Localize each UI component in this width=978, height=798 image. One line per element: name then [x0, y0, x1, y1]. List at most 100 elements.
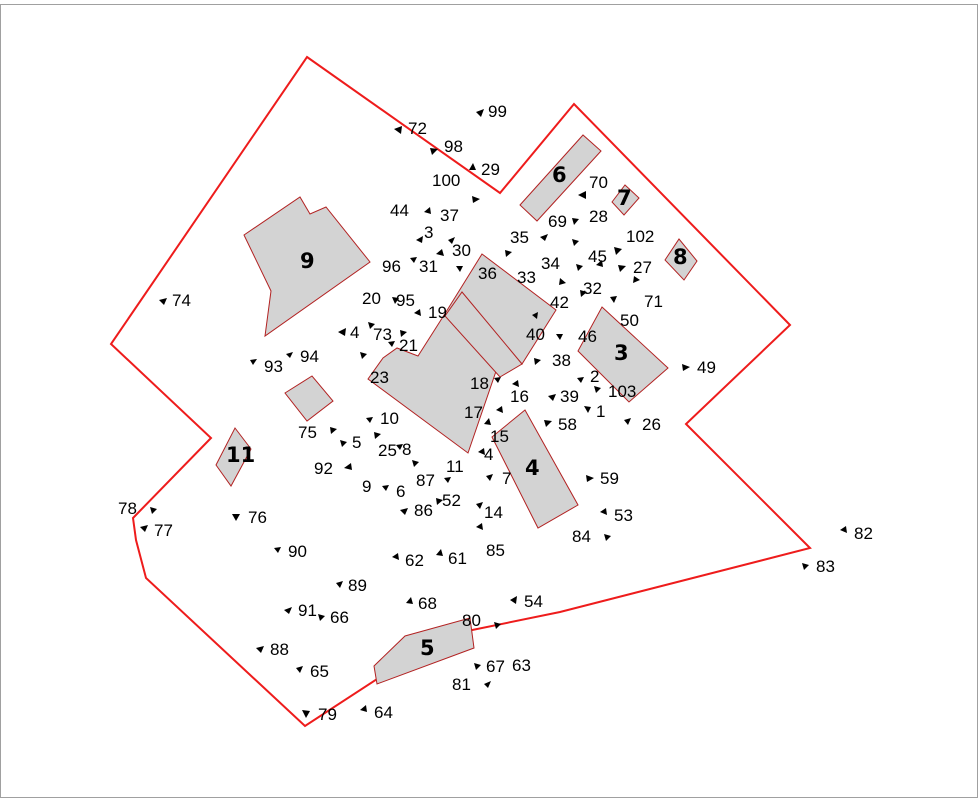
point-label: 66	[330, 608, 349, 627]
point-label: 84	[572, 527, 591, 546]
point-labels: 99 72 98 29 100 44 37 3 30 35 69 28 70 1…	[118, 102, 873, 724]
point-marker	[576, 264, 583, 271]
building-label-5: 5	[420, 636, 435, 660]
point-marker	[330, 427, 337, 434]
point-label: 68	[418, 594, 437, 613]
building-label-4: 4	[525, 456, 540, 480]
point-marker	[534, 358, 541, 365]
point-label: 98	[444, 137, 463, 156]
point-label: 38	[552, 351, 571, 370]
point-label: 45	[588, 247, 607, 266]
point-label: 99	[488, 102, 507, 121]
building-36	[367, 253, 557, 454]
point-marker	[159, 298, 167, 305]
point-label: 5	[352, 433, 361, 452]
point-label: 95	[396, 291, 415, 310]
point-marker	[430, 148, 438, 155]
point-label: 53	[614, 506, 633, 525]
point-marker	[618, 265, 626, 272]
building-7	[611, 184, 640, 216]
point-marker	[594, 386, 601, 393]
point-marker	[444, 477, 451, 483]
point-label: 52	[442, 491, 461, 510]
point-label: 85	[486, 541, 505, 560]
building-36-annex	[444, 291, 523, 378]
point-label: 33	[517, 268, 536, 287]
point-marker	[572, 239, 579, 246]
point-marker	[476, 523, 483, 530]
point-label: 70	[589, 173, 608, 192]
point-marker	[388, 341, 395, 347]
point-label: 20	[362, 289, 381, 308]
building-label-8: 8	[673, 245, 688, 269]
point-marker	[336, 581, 343, 588]
point-label: 50	[620, 311, 639, 330]
point-marker	[392, 297, 399, 304]
point-label: 54	[524, 592, 543, 611]
point-marker	[512, 380, 519, 387]
point-label: 29	[481, 160, 500, 179]
point-marker	[614, 247, 622, 255]
point-marker	[284, 607, 292, 614]
building-label-9: 9	[300, 249, 315, 273]
point-label: 27	[633, 258, 652, 277]
point-marker	[580, 290, 587, 297]
point-marker	[586, 475, 594, 482]
point-label: 96	[382, 257, 401, 276]
point-marker	[344, 463, 352, 470]
point-marker	[232, 514, 240, 521]
building-label-3: 3	[614, 341, 629, 365]
building-label-11: 11	[226, 443, 255, 467]
point-marker	[286, 352, 293, 358]
point-marker	[469, 163, 476, 170]
point-marker	[368, 322, 375, 329]
point-label: 92	[314, 459, 333, 478]
point-marker	[416, 236, 423, 243]
point-marker	[802, 563, 809, 570]
point-label: 77	[154, 521, 173, 540]
point-label: 71	[644, 292, 663, 311]
point-label: 1	[596, 402, 605, 421]
point-label: 49	[697, 358, 716, 377]
point-label: 74	[172, 291, 191, 310]
point-marker	[682, 364, 690, 371]
map-frame	[0, 4, 978, 798]
building-label-6: 6	[552, 163, 567, 187]
point-label: 91	[298, 601, 317, 620]
point-marker	[296, 666, 303, 673]
point-marker	[610, 296, 617, 303]
point-marker	[578, 191, 586, 199]
point-label: 64	[374, 703, 393, 722]
point-marker	[338, 328, 346, 336]
point-label: 25	[378, 441, 397, 460]
point-marker	[840, 526, 847, 533]
point-label: 65	[310, 662, 329, 681]
point-marker	[633, 276, 640, 283]
point-marker	[456, 266, 463, 272]
building-5	[373, 617, 475, 685]
point-label: 34	[541, 254, 560, 273]
point-label: 90	[288, 542, 307, 561]
point-marker	[302, 710, 310, 718]
point-marker	[150, 507, 157, 514]
point-label: 89	[348, 576, 367, 595]
point-label: 30	[452, 241, 471, 260]
point-marker	[140, 525, 148, 532]
point-label: 62	[405, 551, 424, 570]
point-label: 23	[370, 368, 389, 387]
point-label: 4	[484, 445, 493, 464]
point-marker	[540, 234, 548, 241]
point-label: 31	[419, 257, 438, 276]
point-marker	[366, 417, 373, 423]
building-8	[664, 238, 698, 281]
point-marker	[486, 474, 493, 481]
building-6	[519, 134, 602, 222]
point-marker	[478, 448, 485, 455]
point-label: 80	[462, 611, 481, 630]
point-marker	[604, 534, 611, 541]
point-label: 8	[402, 440, 411, 459]
point-marker	[394, 126, 402, 134]
point-label: 4	[350, 323, 359, 342]
point-marker	[572, 218, 579, 225]
point-marker	[577, 377, 584, 383]
